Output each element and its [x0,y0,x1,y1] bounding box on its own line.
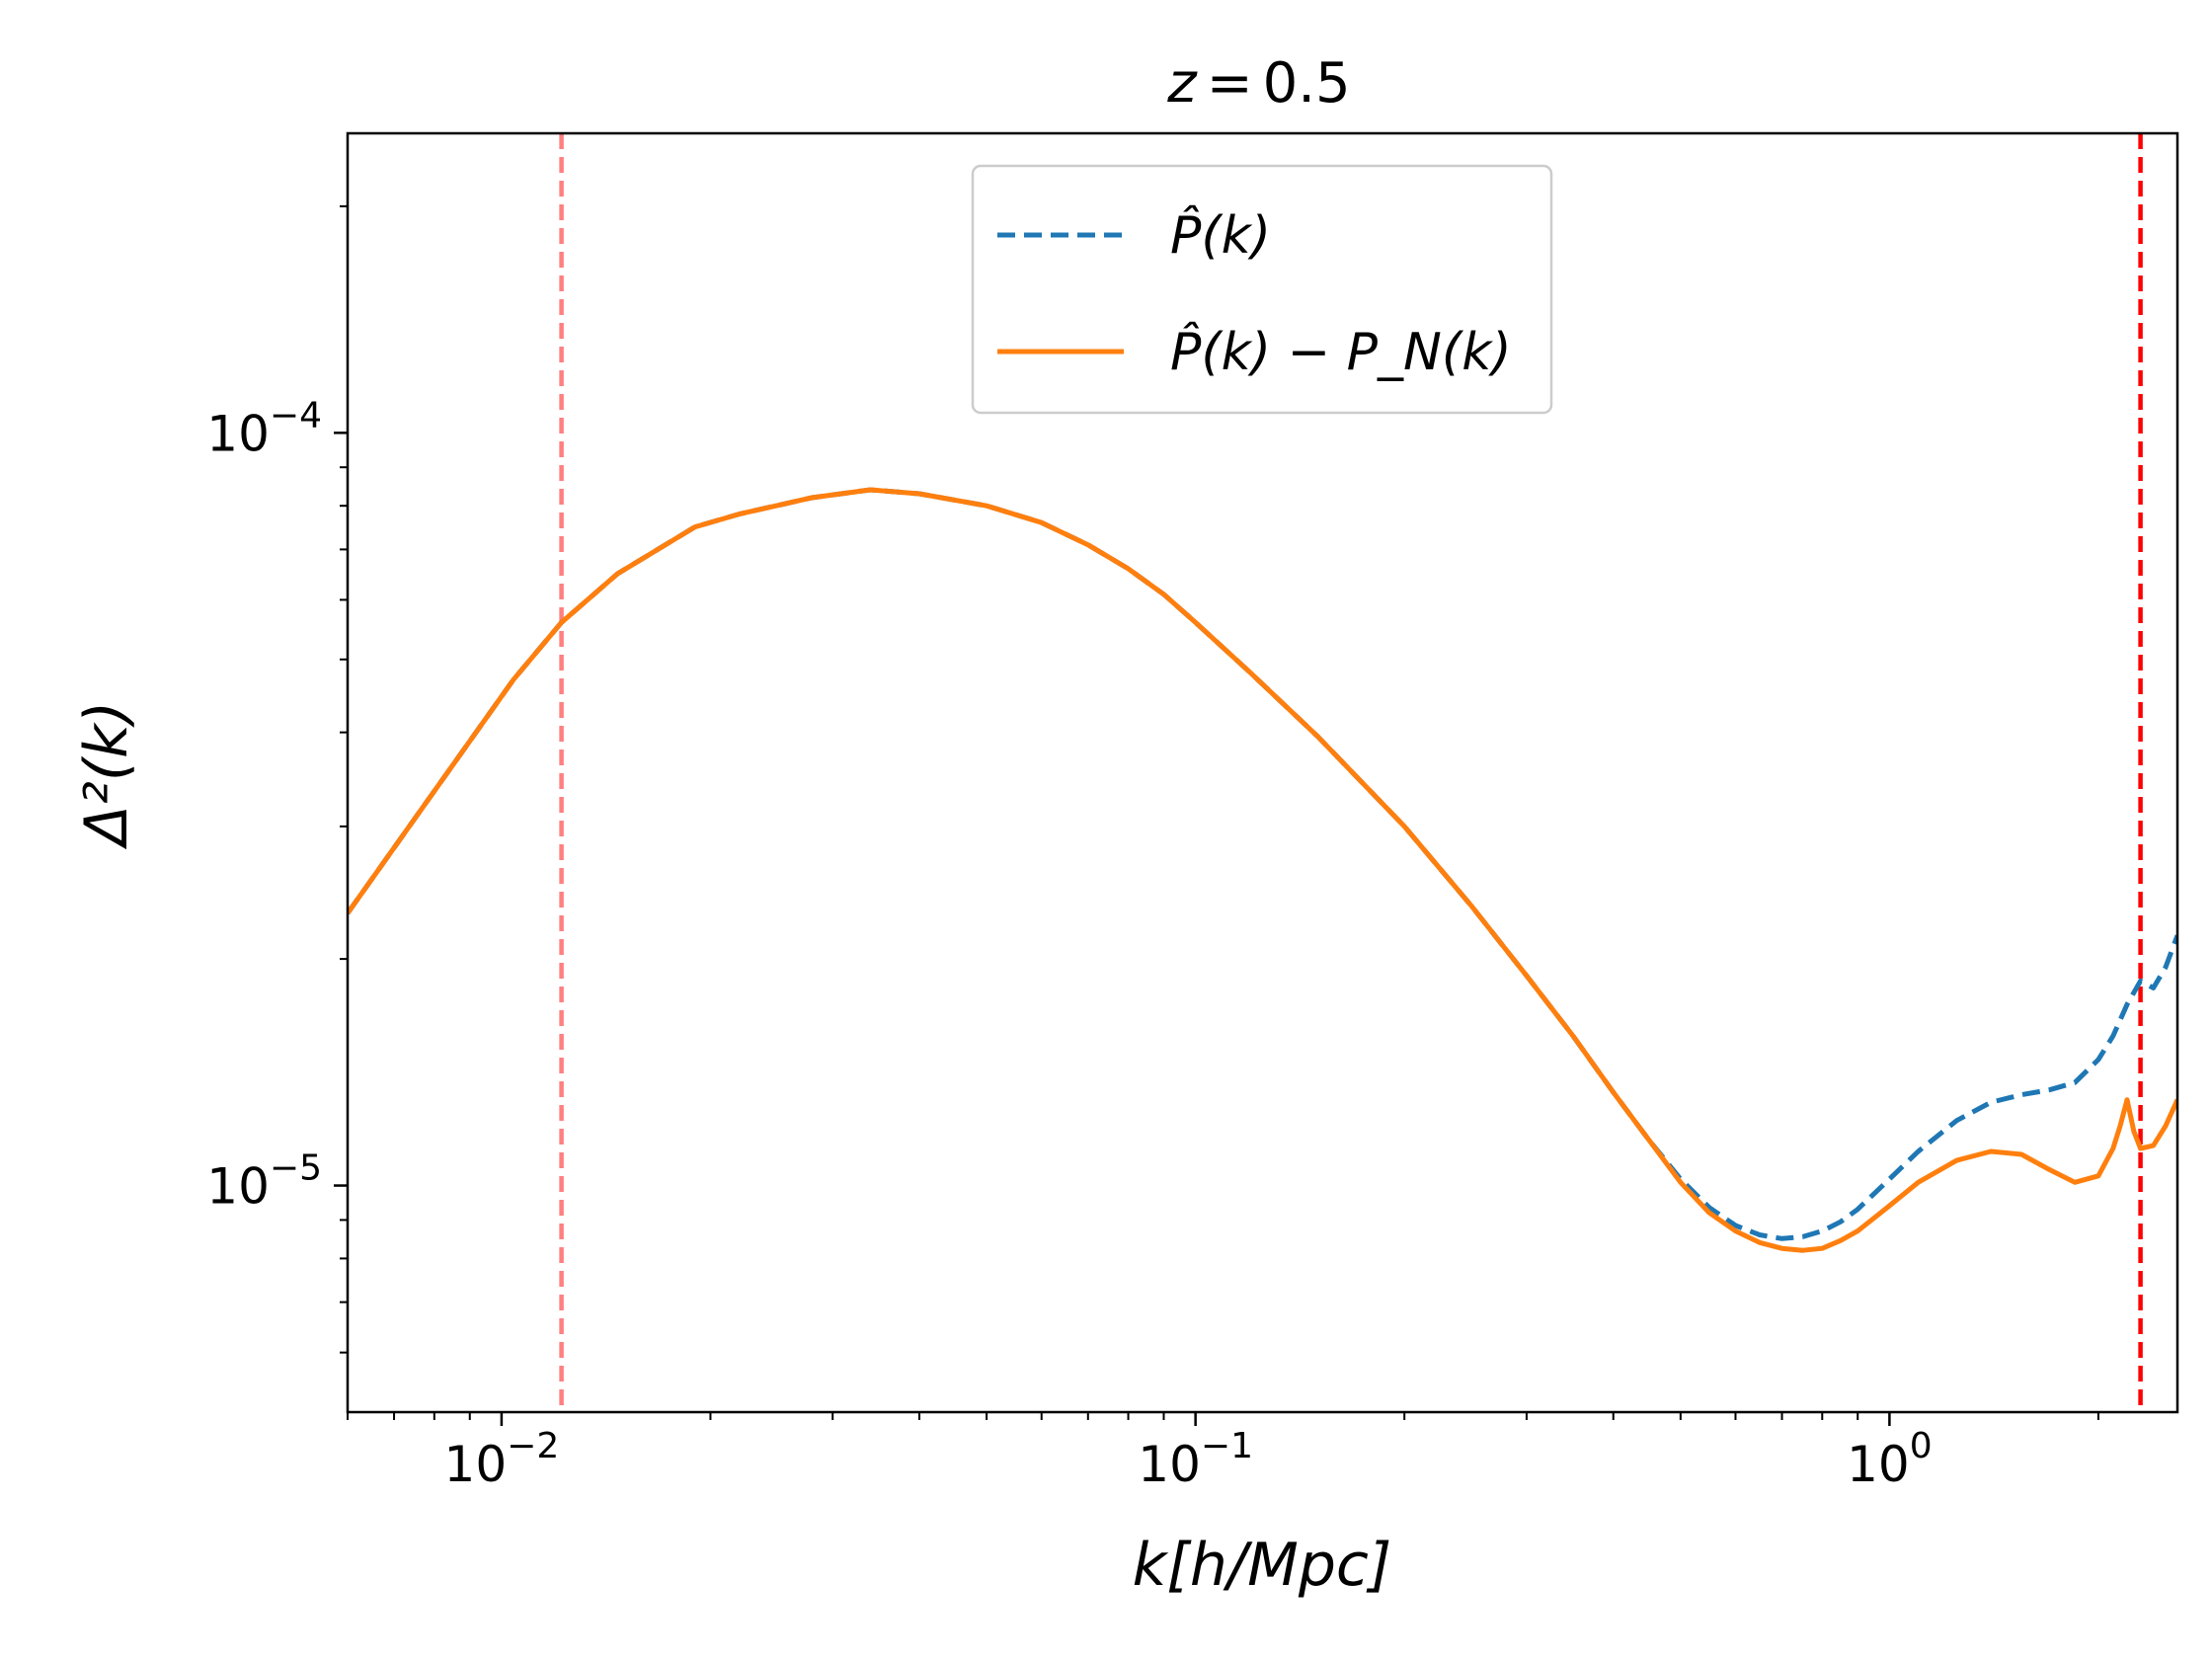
chart-title: z = 0.5 [1166,51,1350,116]
legend-label-p-hat: P̂(k) [1170,205,1271,266]
x-tick-label: 10−2 [444,1426,560,1493]
legend-label-p-hat-minus-noise: P̂(k) − P_N(k) [1170,322,1512,382]
legend: P̂(k) P̂(k) − P_N(k) [971,164,1553,415]
plot-frame [346,131,2179,1414]
series-layer [348,487,2177,1253]
y-tick-label: 10−5 [206,1148,322,1216]
y-tick-label: 10−4 [206,395,322,462]
y-axis-title: Δ²(k) [72,701,141,850]
axis-ticks: 10−2 10−1 100 10−5 10−4 [206,204,2099,1493]
x-tick-label: 10−1 [1138,1426,1253,1493]
x-tick-label: 100 [1847,1426,1933,1493]
x-axis-title: k[h/Mpc] [1133,1531,1392,1600]
series-line-1 [348,487,2177,1253]
